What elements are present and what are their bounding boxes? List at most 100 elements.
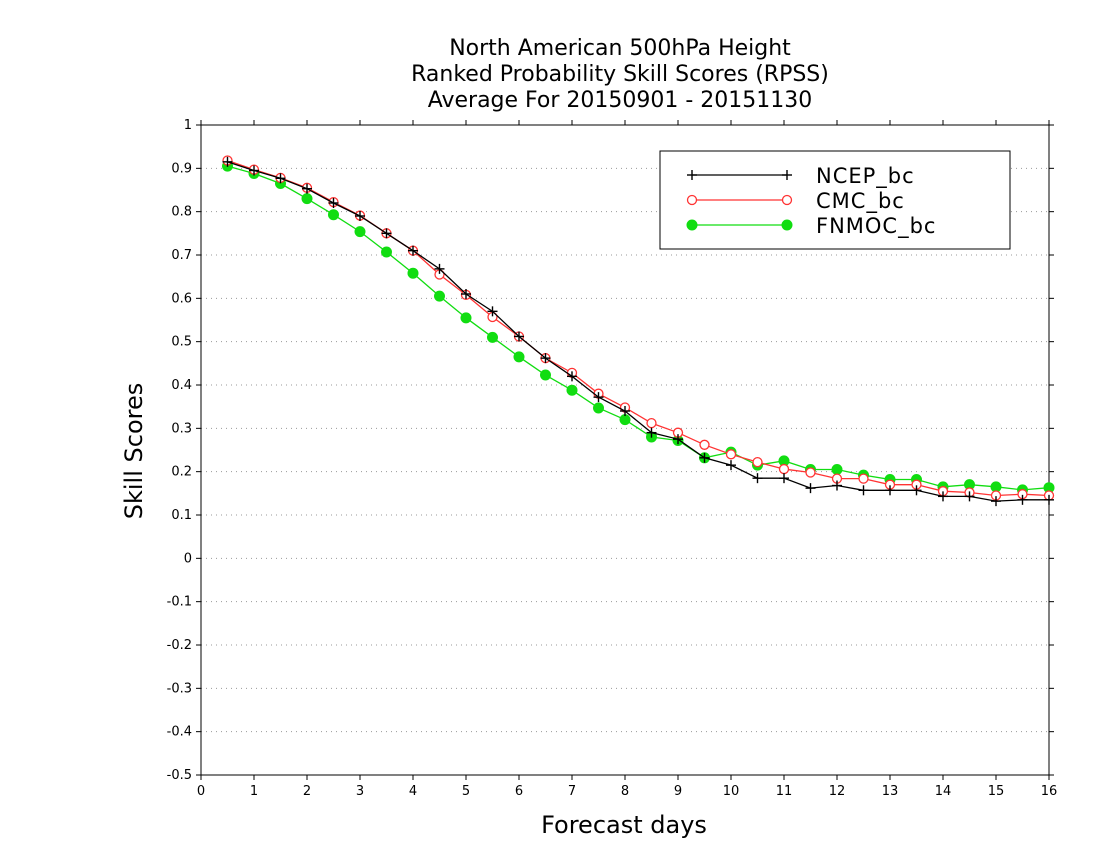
y-tick-label-9: 0.4 (171, 378, 192, 393)
point-cmc-bc-19 (725, 449, 737, 460)
point-fnmoc-bc-29 (990, 481, 1002, 493)
y-tick-label-1: -0.4 (167, 725, 192, 740)
x-tick-label-10: 10 (723, 784, 740, 799)
point-ncep-bc-25 (885, 485, 895, 496)
legend-marker-right-ncep-bc (782, 170, 792, 180)
point-ncep-bc-30 (1017, 494, 1028, 505)
x-tick-label-8: 8 (621, 784, 629, 799)
point-fnmoc-bc-10 (487, 331, 498, 343)
y-tick-label-0: -0.5 (167, 768, 192, 783)
point-ncep-bc-5 (355, 211, 365, 221)
chart-title-line-2: Ranked Probability Skill Scores (RPSS) (411, 62, 829, 87)
point-ncep-bc-2 (275, 173, 286, 184)
legend-marker-left-fnmoc-bc (686, 219, 698, 231)
legend-marker-right-cmc-bc (781, 194, 793, 206)
x-tick-label-2: 2 (303, 784, 311, 799)
x-tick-label-7: 7 (568, 784, 576, 799)
legend-label-ncep-bc: NCEP_bc (816, 164, 915, 189)
point-fnmoc-bc-13 (566, 384, 578, 396)
point-fnmoc-bc-5 (354, 226, 366, 238)
series-ncep-bc (222, 156, 1054, 507)
point-fnmoc-bc-11 (513, 351, 525, 363)
y-tick-label-2: -0.3 (167, 681, 192, 696)
point-ncep-bc-8 (434, 263, 445, 274)
point-cmc-bc-16 (646, 417, 657, 429)
point-ncep-bc-28 (964, 491, 975, 502)
point-ncep-bc-20 (752, 473, 763, 484)
legend-marker-left-cmc-bc (686, 194, 698, 206)
y-tick-label-6: 0.1 (171, 508, 192, 523)
point-fnmoc-bc-12 (540, 369, 551, 381)
legend-entry-ncep-bc: NCEP_bc (687, 164, 915, 189)
point-ncep-bc-4 (328, 198, 339, 208)
x-tick-label-16: 16 (1041, 784, 1058, 799)
y-axis: -0.5 -0.4 -0.3 -0.2 -0.1 0 0.1 0.2 0.3 0.4 0.5 0.6 0… (167, 118, 1054, 783)
point-cmc-bc-20 (752, 456, 763, 468)
x-tick-label-9: 9 (674, 784, 682, 799)
point-ncep-bc-10 (487, 306, 498, 317)
legend-marker-right-fnmoc-bc (781, 219, 793, 231)
chart-title-line-1: North American 500hPa Height (449, 36, 791, 61)
legend-marker-left-ncep-bc (687, 170, 697, 180)
point-ncep-bc-1 (249, 165, 259, 176)
point-ncep-bc-11 (514, 331, 524, 342)
point-ncep-bc-19 (726, 460, 736, 471)
point-ncep-bc-23 (832, 480, 842, 491)
y-tick-label-8: 0.3 (171, 421, 192, 436)
y-tick-label-10: 0.5 (171, 335, 192, 350)
chart-title-line-3: Average For 20150901 - 20151130 (427, 88, 813, 113)
point-fnmoc-bc-14 (593, 402, 604, 414)
point-fnmoc-bc-8 (434, 290, 445, 302)
point-fnmoc-bc-9 (460, 312, 472, 324)
legend-entry-fnmoc-bc: FNMOC_bc (686, 214, 936, 239)
x-tick-label-3: 3 (356, 784, 364, 799)
point-ncep-bc-14 (593, 392, 604, 403)
x-axis-label: Forecast days (541, 811, 707, 839)
y-tick-label-3: -0.2 (167, 638, 192, 653)
x-tick-label-1: 1 (250, 784, 258, 799)
point-ncep-bc-15 (620, 406, 630, 416)
point-ncep-bc-12 (540, 353, 551, 364)
point-ncep-bc-17 (673, 434, 683, 445)
point-fnmoc-bc-4 (328, 209, 339, 221)
legend-entry-cmc-bc: CMC_bc (686, 189, 905, 214)
point-ncep-bc-26 (911, 485, 922, 496)
y-tick-label-12: 0.7 (171, 248, 192, 263)
point-cmc-bc-24 (858, 473, 869, 484)
point-ncep-bc-21 (779, 473, 789, 484)
point-ncep-bc-24 (858, 485, 869, 496)
x-tick-label-5: 5 (462, 784, 470, 799)
point-ncep-bc-6 (381, 228, 392, 239)
point-ncep-bc-9 (461, 289, 471, 299)
legend-label-fnmoc-bc: FNMOC_bc (816, 214, 936, 239)
x-tick-label-6: 6 (515, 784, 523, 799)
point-ncep-bc-0 (222, 156, 233, 167)
y-tick-label-14: 0.9 (171, 161, 192, 176)
x-axis: 0 1 2 3 4 5 6 7 8 9 10 11 12 13 14 15 16 (197, 120, 1057, 799)
y-tick-label-13: 0.8 (171, 205, 192, 220)
gridlines (201, 167, 1049, 733)
y-tick-label-4: -0.1 (167, 595, 192, 610)
point-ncep-bc-27 (938, 491, 948, 502)
y-tick-label-11: 0.6 (171, 291, 192, 306)
legend-label-cmc-bc: CMC_bc (816, 189, 905, 214)
point-cmc-bc-22 (805, 467, 816, 478)
point-ncep-bc-7 (408, 245, 418, 256)
point-cmc-bc-18 (699, 439, 710, 450)
x-tick-label-13: 13 (882, 784, 899, 799)
x-tick-label-12: 12 (829, 784, 846, 799)
point-fnmoc-bc-23 (831, 464, 843, 475)
point-ncep-bc-13 (567, 371, 577, 382)
point-fnmoc-bc-15 (619, 414, 631, 426)
point-ncep-bc-29 (991, 496, 1001, 507)
series-layer (222, 155, 1055, 507)
point-ncep-bc-3 (302, 183, 312, 194)
y-tick-label-5: 0 (184, 551, 192, 566)
point-fnmoc-bc-3 (301, 193, 313, 205)
x-tick-label-0: 0 (197, 784, 205, 799)
x-tick-label-14: 14 (935, 784, 952, 799)
point-cmc-bc-21 (778, 463, 790, 475)
y-tick-label-7: 0.2 (171, 465, 192, 480)
